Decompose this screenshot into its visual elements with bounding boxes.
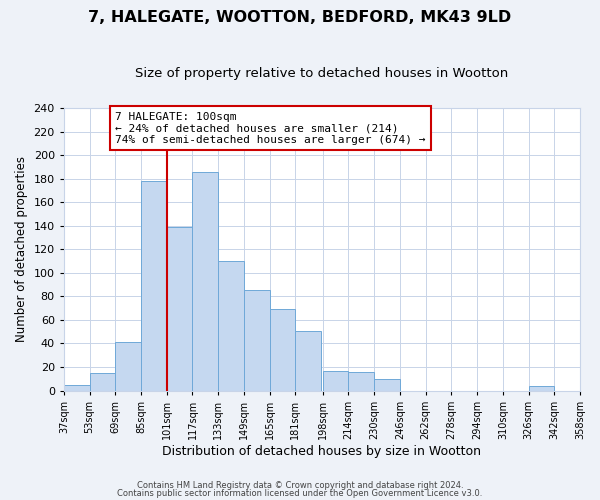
Bar xyxy=(115,342,141,390)
Y-axis label: Number of detached properties: Number of detached properties xyxy=(15,156,28,342)
Title: Size of property relative to detached houses in Wootton: Size of property relative to detached ho… xyxy=(135,68,509,80)
Bar xyxy=(529,386,554,390)
Bar xyxy=(193,172,218,390)
Bar xyxy=(64,384,89,390)
Text: 7, HALEGATE, WOOTTON, BEDFORD, MK43 9LD: 7, HALEGATE, WOOTTON, BEDFORD, MK43 9LD xyxy=(88,10,512,25)
Bar xyxy=(141,181,167,390)
Bar xyxy=(374,379,400,390)
Bar xyxy=(89,373,115,390)
Bar xyxy=(295,330,321,390)
Bar xyxy=(349,372,374,390)
Text: 7 HALEGATE: 100sqm
← 24% of detached houses are smaller (214)
74% of semi-detach: 7 HALEGATE: 100sqm ← 24% of detached hou… xyxy=(115,112,426,145)
X-axis label: Distribution of detached houses by size in Wootton: Distribution of detached houses by size … xyxy=(163,444,481,458)
Text: Contains public sector information licensed under the Open Government Licence v3: Contains public sector information licen… xyxy=(118,488,482,498)
Bar xyxy=(269,310,295,390)
Text: Contains HM Land Registry data © Crown copyright and database right 2024.: Contains HM Land Registry data © Crown c… xyxy=(137,481,463,490)
Bar xyxy=(167,227,193,390)
Bar xyxy=(244,290,269,390)
Bar xyxy=(218,261,244,390)
Bar xyxy=(323,370,349,390)
